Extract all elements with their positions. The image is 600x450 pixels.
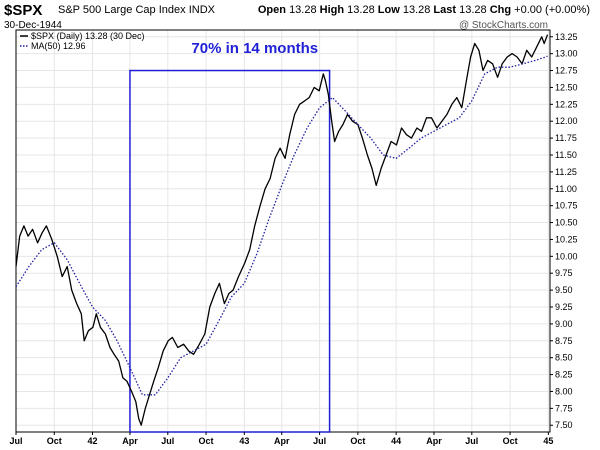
legend: $SPX (Daily) 13.28 (30 Dec) MA(50) 12.96: [20, 31, 145, 51]
y-tick-label: 10.50: [555, 218, 578, 228]
x-tick-label: Apr: [122, 436, 138, 446]
price-series-line: [15, 34, 549, 426]
y-tick-label: 12.00: [555, 116, 578, 126]
legend-ma-label: MA(50) 12.96: [31, 41, 86, 51]
last-value: 13.28: [459, 4, 487, 16]
x-tick-label: Apr: [274, 436, 290, 446]
y-tick-label: 13.25: [555, 32, 578, 42]
annotation-label: 70% in 14 months: [191, 40, 318, 57]
x-tick-label: 43: [239, 436, 249, 446]
x-tick-label: Oct: [503, 436, 518, 446]
y-tick-label: 9.25: [555, 302, 573, 312]
y-tick-label: 11.75: [555, 133, 577, 143]
exchange-text: INDX: [188, 4, 215, 16]
high-label: High: [319, 4, 345, 16]
high-value: 13.28: [347, 4, 375, 16]
y-tick-label: 8.50: [555, 353, 573, 363]
y-tick-label: 7.75: [555, 403, 573, 413]
ticker-symbol: $SPX: [4, 2, 43, 19]
low-label: Low: [377, 4, 400, 16]
highlight-box: [129, 69, 331, 433]
last-label: Last: [433, 4, 457, 16]
open-label: Open: [257, 4, 286, 16]
legend-series-label: $SPX (Daily) 13.28 (30 Dec): [31, 31, 145, 41]
y-tick-label: 8.75: [555, 336, 573, 346]
quote-summary: Open 13.28 High 13.28 Low 13.28 Last 13.…: [258, 4, 590, 16]
y-tick-label: 11.00: [555, 184, 577, 194]
x-tick-label: Oct: [199, 436, 214, 446]
y-tick-label: 11.50: [555, 150, 577, 160]
x-tick-label: Oct: [47, 436, 62, 446]
y-tick-label: 10.25: [555, 234, 578, 244]
y-tick-label: 7.50: [555, 420, 573, 430]
ticker-description: S&P 500 Large Cap Index INDX: [58, 4, 215, 16]
x-tick-label: 42: [88, 436, 98, 446]
y-tick-label: 11.25: [555, 167, 577, 177]
ma50-series-line: [15, 55, 548, 396]
y-tick-label: 12.25: [555, 99, 578, 109]
y-tick-label: 9.50: [555, 285, 573, 295]
low-value: 13.28: [402, 4, 431, 16]
y-tick-label: 13.00: [555, 49, 578, 59]
x-tick-label: 44: [391, 436, 401, 446]
chg-label: Chg: [489, 4, 512, 16]
quote-date: 30-Dec-1944: [4, 20, 62, 31]
x-axis-ticks: Jul Oct 42 Apr Jul Oct 43 Apr Jul Oct 44 Apr Jul Oct 4…: [9, 432, 553, 446]
x-tick-label: Jul: [465, 436, 478, 446]
chart-grid: [15, 30, 550, 432]
plot-frame: [15, 29, 551, 433]
x-tick-label: Oct: [350, 436, 365, 446]
x-tick-label: Jul: [161, 436, 174, 446]
y-tick-label: 12.75: [555, 66, 578, 76]
description-text: S&P 500 Large Cap Index: [58, 4, 186, 16]
y-tick-label: 9.75: [555, 268, 573, 278]
y-tick-label: 8.25: [555, 370, 573, 380]
series-layer: [15, 34, 549, 426]
chg-value: +0.00 (+0.00%): [514, 4, 590, 16]
x-tick-label: 45: [543, 436, 553, 446]
x-tick-label: Jul: [313, 436, 326, 446]
y-tick-label: 10.00: [555, 251, 578, 261]
y-tick-label: 10.75: [555, 201, 578, 211]
open-value: 13.28: [289, 4, 317, 16]
x-tick-label: Apr: [426, 436, 442, 446]
y-axis-ticks: 7.50 7.75 8.00 8.25 8.50 8.75 9.00 9.25 9.50 9.75…: [550, 32, 578, 430]
y-tick-label: 12.50: [555, 82, 578, 92]
y-tick-label: 9.00: [555, 319, 573, 329]
annotation-layer: 70% in 14 months: [129, 40, 331, 433]
y-tick-label: 8.00: [555, 386, 573, 396]
chart-header: $SPX S&P 500 Large Cap Index INDX 30-Dec…: [0, 0, 600, 44]
x-tick-label: Jul: [9, 436, 22, 446]
brand-watermark: @ StockCharts.com: [458, 20, 548, 31]
